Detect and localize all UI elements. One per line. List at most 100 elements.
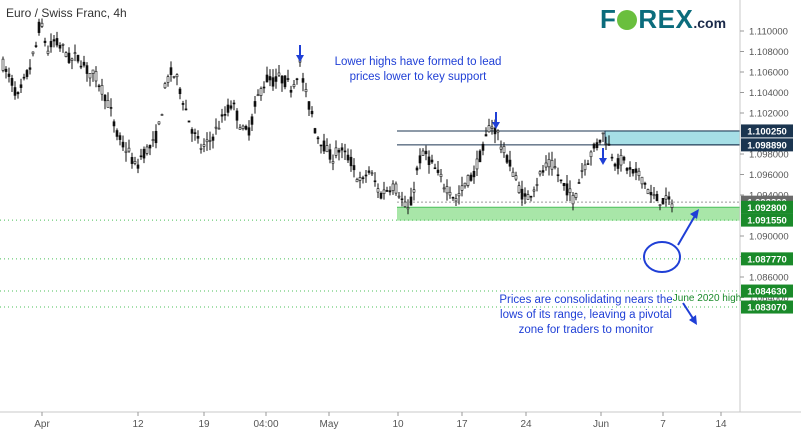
- candle-body: [40, 22, 44, 27]
- candle-body: [262, 86, 266, 89]
- candle-body: [616, 158, 620, 169]
- candle-body: [658, 204, 662, 207]
- candle-body: [310, 110, 314, 115]
- candle-body: [64, 52, 68, 57]
- candle-body: [247, 127, 251, 136]
- x-tick-label-6: 17: [456, 419, 468, 430]
- candle-body: [46, 50, 50, 54]
- candle-body: [574, 193, 578, 198]
- candle-body: [289, 89, 293, 93]
- candle-body: [25, 70, 29, 77]
- y-tick-label-0: 1.110000: [749, 27, 788, 38]
- candle-body: [274, 76, 278, 82]
- y-tick-label-10: 1.086000: [749, 273, 789, 284]
- candle-body: [13, 87, 17, 96]
- candle-body: [349, 156, 353, 167]
- x-tick-label-0: Apr: [34, 419, 50, 430]
- candle-body: [655, 193, 659, 202]
- annotation-marks-layer: [296, 45, 699, 325]
- candle-body: [454, 198, 458, 202]
- candle-body: [595, 142, 599, 148]
- candle-body: [223, 113, 227, 116]
- logo-suffix: .com: [693, 15, 727, 31]
- candle-body: [475, 158, 479, 170]
- candle-body: [379, 192, 383, 199]
- candle-body: [442, 187, 446, 190]
- candle-body: [286, 78, 290, 80]
- candle-body: [145, 146, 149, 154]
- candle-body: [94, 71, 98, 82]
- candle-body: [427, 156, 431, 166]
- candle-body: [358, 177, 362, 181]
- candle-body: [373, 180, 377, 183]
- candle-body: [547, 158, 551, 168]
- candle-body: [607, 143, 611, 146]
- candle-body: [541, 170, 545, 173]
- candle-body: [196, 136, 200, 139]
- level-label-6: 1.084630: [747, 287, 787, 298]
- candle-body: [571, 194, 575, 205]
- candle-body: [496, 130, 500, 133]
- candle-body: [151, 139, 155, 141]
- candle-body: [112, 121, 116, 127]
- candle-body: [469, 174, 473, 181]
- candle-body: [499, 146, 503, 150]
- candle-body: [610, 156, 614, 159]
- x-tick-label-7: 24: [520, 419, 532, 430]
- candle-body: [313, 128, 317, 134]
- candle-body: [88, 73, 92, 79]
- candle-body: [178, 88, 182, 95]
- candle-body: [199, 148, 203, 150]
- level-label-box-7: [741, 300, 793, 314]
- candle-body: [184, 108, 188, 111]
- level-label-1: 1.098890: [747, 140, 787, 151]
- candle-body: [481, 143, 485, 151]
- logo-globe-icon: [617, 10, 638, 30]
- candle-body: [127, 147, 131, 152]
- candle-body: [562, 182, 566, 187]
- x-tick-label-10: 14: [715, 419, 727, 430]
- candle-body: [661, 197, 665, 205]
- chart-title: Euro / Swiss Franc, 4h: [6, 6, 127, 20]
- candle-body: [634, 168, 638, 173]
- level-label-0: 1.100250: [747, 126, 787, 137]
- candle-body: [388, 190, 392, 193]
- y-tick-label-1: 1.108000: [749, 47, 789, 58]
- candle-body: [85, 65, 89, 74]
- candle-body: [568, 188, 572, 194]
- x-tick-label-5: 10: [392, 419, 404, 430]
- candle-body: [253, 101, 257, 107]
- candle-body: [343, 150, 347, 153]
- candle-body: [49, 41, 53, 48]
- candle-body: [517, 185, 521, 193]
- candle-body: [334, 147, 338, 156]
- x-tick-label-3: 04:00: [253, 419, 278, 430]
- candle-body: [331, 161, 335, 164]
- y-tick-label-3: 1.104000: [749, 88, 789, 99]
- candle-body: [484, 134, 488, 137]
- x-tick-label-4: May: [320, 419, 339, 430]
- candle-body: [583, 164, 587, 171]
- level-label-5: 1.087770: [747, 254, 787, 265]
- candle-body: [19, 84, 23, 88]
- candle-body: [82, 61, 86, 66]
- candle-body: [301, 78, 305, 83]
- candle-body: [328, 149, 332, 160]
- candle-body: [631, 169, 635, 174]
- candle-body: [283, 75, 287, 88]
- candle-body: [457, 193, 461, 197]
- candle-body: [292, 84, 296, 87]
- candle-body: [418, 155, 422, 164]
- candle-body: [364, 174, 368, 177]
- candle-body: [505, 155, 509, 163]
- x-tick-label-8: Jun: [593, 419, 609, 430]
- candle-body: [67, 52, 71, 63]
- candle-body: [43, 40, 47, 43]
- candle-body: [487, 125, 491, 133]
- candle-body: [37, 21, 41, 33]
- candle-body: [367, 170, 371, 173]
- candle-body: [430, 159, 434, 163]
- candle-body: [235, 110, 239, 121]
- level-label-box-0: [741, 124, 793, 138]
- candle-body: [1, 58, 5, 71]
